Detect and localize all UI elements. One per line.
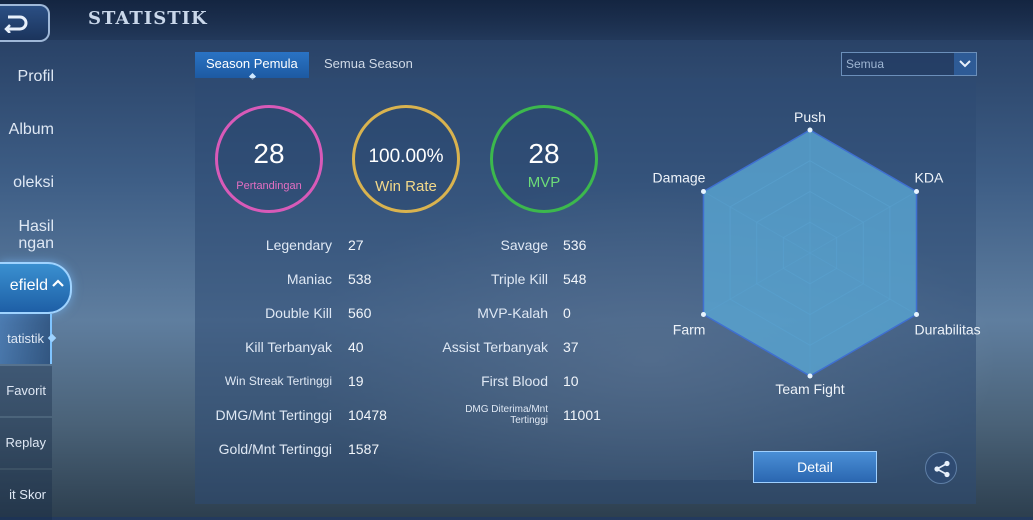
stat-value: 10478 xyxy=(348,407,387,423)
sidebar-item-hasil-pertandingan[interactable]: Hasil ngan xyxy=(0,218,60,252)
stat-value: 27 xyxy=(348,237,364,253)
stat-value: 37 xyxy=(563,339,579,355)
sidebar-item-label: Profil xyxy=(17,68,54,85)
stat-label: Win Streak Tertinggi xyxy=(224,374,332,388)
sidebar-item-label: Favorit xyxy=(6,383,46,398)
radar-point xyxy=(807,373,813,379)
sidebar-sub-replay[interactable]: Replay xyxy=(0,418,52,468)
radar-axis-label: KDA xyxy=(915,170,944,186)
stat-label: Kill Terbanyak xyxy=(245,339,332,355)
stat-value: 536 xyxy=(563,237,587,253)
radar-point xyxy=(700,312,706,317)
dropdown-toggle[interactable] xyxy=(954,53,976,75)
sidebar-item-label: Album xyxy=(8,121,54,138)
radar-axis-label: Team Fight xyxy=(775,381,844,397)
back-arrow-icon xyxy=(4,15,28,33)
radar-labels: Push KDA Durabilitas Team Fight Farm Damage xyxy=(653,110,981,397)
stat-value: 1587 xyxy=(348,441,380,457)
stat-value: 548 xyxy=(563,271,587,287)
matches-label: Pertandingan xyxy=(236,180,302,192)
sidebar-item-label: ngan xyxy=(18,235,54,252)
sidebar-sub-favorit[interactable]: Favorit xyxy=(0,366,52,416)
sidebar-sub-edit-skor[interactable]: it Skor xyxy=(0,470,52,520)
top-bar: STATISTIK xyxy=(0,0,1033,42)
stat-value: 0 xyxy=(563,305,571,321)
chevron-up-icon xyxy=(52,279,64,287)
stat-value: 10 xyxy=(563,373,579,389)
stat-label: MVP-Kalah xyxy=(477,305,548,321)
page-title: STATISTIK xyxy=(88,8,208,29)
stat-label: Legendary xyxy=(265,237,332,253)
sidebar-item-label: efield xyxy=(9,277,48,294)
radar-axis-label: Durabilitas xyxy=(915,322,981,338)
win-rate-value: 100.00% xyxy=(368,146,444,167)
radar-points xyxy=(700,127,920,379)
matches-value: 28 xyxy=(253,138,285,169)
share-icon xyxy=(934,460,950,478)
sidebar-item-label: oleksi xyxy=(13,174,54,191)
stat-label-line: Tertinggi xyxy=(510,415,548,426)
sidebar-item-koleksi[interactable]: oleksi xyxy=(0,174,60,192)
stat-label-line: DMG Diterima/Mnt xyxy=(465,404,548,415)
radar-point xyxy=(914,189,920,194)
stat-value: 560 xyxy=(348,305,372,321)
radar-point xyxy=(700,189,706,194)
stat-label: First Blood xyxy=(481,373,548,389)
stat-label: Gold/Mnt Tertinggi xyxy=(218,441,332,457)
mvp-circle: 28 MVP xyxy=(490,105,598,213)
sidebar-item-battlefield[interactable]: efield xyxy=(0,262,72,314)
sidebar-sub-statistik[interactable]: tatistik xyxy=(0,314,52,364)
radar-point xyxy=(807,127,813,133)
radar-axis-label: Push xyxy=(794,110,826,125)
back-button[interactable] xyxy=(0,4,50,42)
sidebar-item-label: Hasil xyxy=(18,218,54,235)
sidebar-item-label: Replay xyxy=(5,435,46,450)
stat-label: DMG Diterima/Mnt Tertinggi xyxy=(465,404,548,426)
sidebar-item-profil[interactable]: Profil xyxy=(0,68,60,86)
radar-chart: Push KDA Durabilitas Team Fight Farm Damage xyxy=(653,110,981,397)
stat-label: Savage xyxy=(500,237,548,253)
chevron-down-icon xyxy=(959,60,971,68)
mvp-value: 28 xyxy=(528,138,560,169)
dropdown-value: Semua xyxy=(846,57,885,71)
stat-label: Assist Terbanyak xyxy=(442,339,548,355)
stat-value: 11001 xyxy=(563,407,601,423)
stat-value: 40 xyxy=(348,339,364,355)
stat-value: 19 xyxy=(348,373,364,389)
radar-axis-label: Damage xyxy=(653,170,706,186)
matches-circle: 28 Pertandingan xyxy=(215,105,323,213)
win-rate-label: Win Rate xyxy=(375,178,437,195)
radar-axis-label: Farm xyxy=(673,322,706,338)
detail-button[interactable]: Detail xyxy=(753,451,877,483)
stat-value: 538 xyxy=(348,271,372,287)
mvp-label: MVP xyxy=(527,174,561,191)
tab-season-pemula[interactable]: Season Pemula xyxy=(195,52,309,78)
tab-semua-season[interactable]: Semua Season xyxy=(324,56,413,71)
stat-label: Maniac xyxy=(286,271,332,287)
radar-point xyxy=(914,312,920,317)
share-button[interactable] xyxy=(925,452,957,484)
stat-label: Double Kill xyxy=(265,305,332,321)
sidebar-item-label: tatistik xyxy=(7,331,44,346)
radar-area xyxy=(702,129,918,377)
stat-label: Triple Kill xyxy=(490,271,548,287)
mode-filter-dropdown[interactable]: Semua xyxy=(841,52,977,76)
sidebar-item-album[interactable]: Album xyxy=(0,121,60,139)
sidebar-item-label: it Skor xyxy=(9,487,46,502)
stat-label: DMG/Mnt Tertinggi xyxy=(215,407,332,423)
win-rate-circle: 100.00% Win Rate xyxy=(352,105,460,213)
